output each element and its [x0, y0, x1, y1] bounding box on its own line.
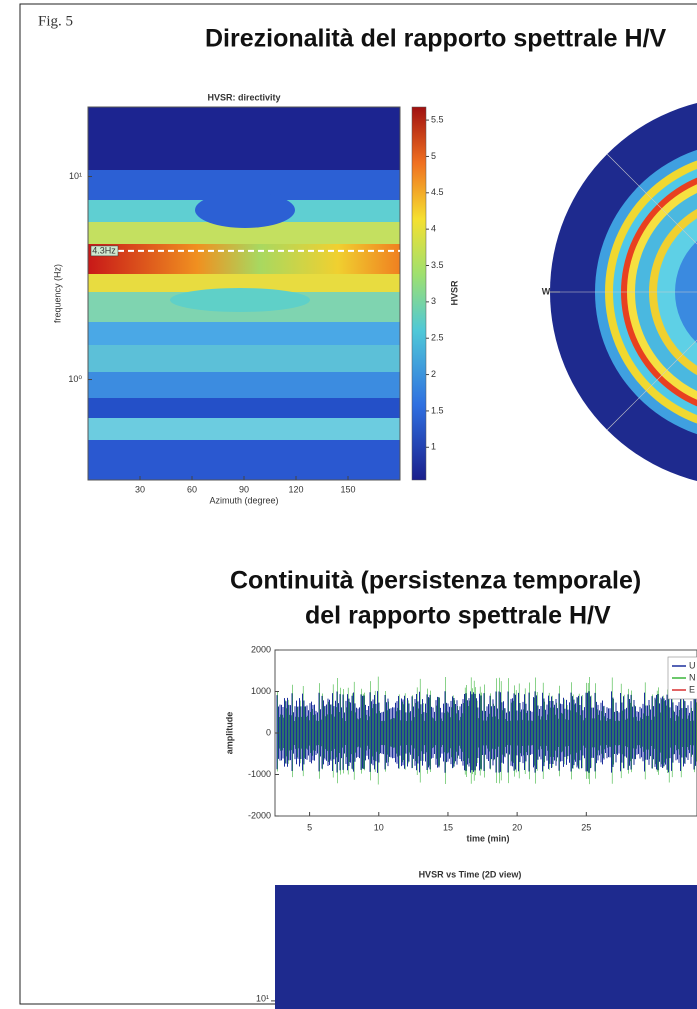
x-tick-label: 90: [239, 484, 249, 494]
x-tick-label: 5: [307, 822, 312, 832]
heatmap-blob: [170, 288, 310, 312]
x-tick-label: 120: [288, 484, 303, 494]
colorbar-tick-label: 4: [431, 224, 436, 234]
legend-label: U: [689, 660, 696, 670]
x-tick-label: 25: [581, 822, 591, 832]
heatmap-band: [88, 274, 400, 292]
colorbar-label: HVSR: [449, 280, 459, 306]
y-tick-label: 0: [266, 727, 271, 737]
colorbar-tick-label: 1.5: [431, 405, 444, 415]
y-tick-label: -2000: [248, 810, 271, 820]
heatmap-bg: [275, 885, 697, 1009]
colorbar-tick-label: 3.5: [431, 260, 444, 270]
chart-title: HVSR vs Time (2D view): [419, 869, 522, 879]
heatmap-band: [88, 322, 400, 345]
y-axis-label: frequency (Hz): [52, 264, 62, 323]
legend-label: E: [689, 684, 695, 694]
annotation-box: [90, 245, 119, 257]
polar-spoke: [606, 153, 697, 245]
y-tick-label: 10¹: [69, 171, 82, 181]
x-axis-label: Azimuth (degree): [209, 495, 278, 505]
annotation-label: 4.3Hz: [92, 245, 116, 255]
y-tick-label: 10⁰: [68, 374, 82, 384]
colorbar-tick-label: 4.5: [431, 187, 444, 197]
y-tick-label: 1000: [251, 686, 271, 696]
colorbar-tick-label: 1: [431, 442, 436, 452]
y-tick-label: -1000: [248, 769, 271, 779]
x-tick-label: 60: [187, 484, 197, 494]
waveform: [276, 691, 696, 773]
legend-label: N: [689, 672, 696, 682]
heatmap-band: [88, 372, 400, 398]
heatmap-band: [88, 398, 400, 418]
y-axis-label: amplitude: [224, 712, 234, 755]
heatmap-band: [88, 244, 400, 274]
colorbar-tick-label: 3: [431, 296, 436, 306]
heatmap-band: [88, 345, 400, 372]
x-tick-label: 10: [374, 822, 384, 832]
x-tick-label: 30: [135, 484, 145, 494]
colorbar: [411, 106, 427, 481]
heatmap-band: [88, 440, 400, 480]
x-tick-label: 150: [340, 484, 355, 494]
chart-title: HVSR: directivity: [207, 92, 280, 102]
heatmap-band: [88, 418, 400, 440]
x-tick-label: 15: [443, 822, 453, 832]
colorbar-tick-label: 5: [431, 151, 436, 161]
section-title: Continuità (persistenza temporale): [230, 567, 641, 595]
heatmap-band: [88, 107, 400, 170]
colorbar-tick-label: 2.5: [431, 333, 444, 343]
y-tick-label: 10¹: [256, 993, 269, 1003]
y-tick-label: 2000: [251, 644, 271, 654]
waveform: [277, 676, 697, 785]
x-tick-label: 20: [512, 822, 522, 832]
colorbar-tick-label: 5.5: [431, 114, 444, 124]
section-title: del rapporto spettrale H/V: [305, 602, 611, 630]
polar-label: W: [542, 286, 551, 296]
polar-spoke: [606, 339, 697, 431]
heatmap: [88, 107, 400, 480]
colorbar-tick-label: 2: [431, 369, 436, 379]
heatmap-blob: [195, 192, 295, 228]
section-title: Direzionalità del rapporto spettrale H/V: [205, 25, 667, 53]
x-axis-label: time (min): [466, 833, 509, 843]
heatmap-band: [88, 222, 400, 244]
fig-label: Fig. 5: [38, 13, 73, 29]
